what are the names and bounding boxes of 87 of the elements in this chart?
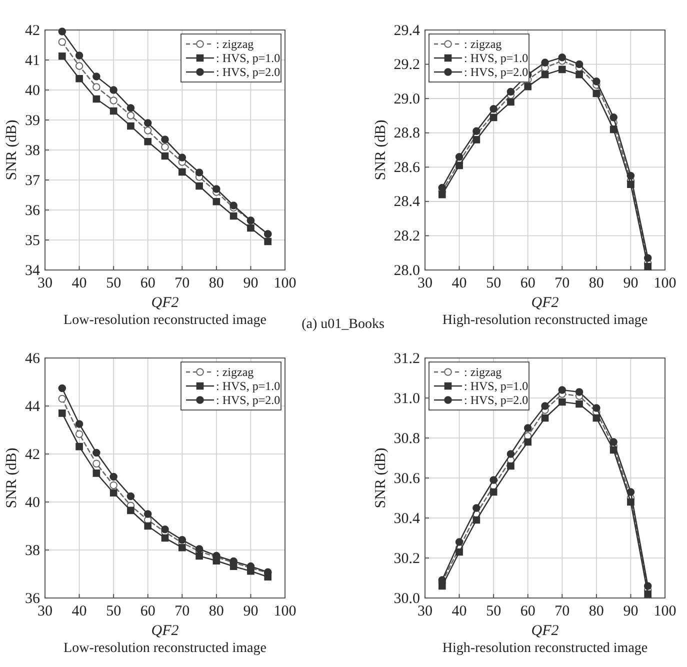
y-tick-label: 34 <box>25 262 40 279</box>
x-tick-label: 40 <box>72 276 87 292</box>
y-tick-label: 41 <box>25 52 40 69</box>
x-tick-label: 80 <box>588 276 604 292</box>
x-tick-label: 50 <box>486 604 502 620</box>
y-tick-label: 29.2 <box>394 57 420 74</box>
text: High-resolution reconstructed image <box>442 313 648 328</box>
y-tick-label: 37 <box>25 172 40 189</box>
y-tick-label: 30.6 <box>394 470 420 487</box>
y-tick-label: 36 <box>25 202 40 219</box>
legend-label: : HVS, p=1.0 <box>464 379 528 393</box>
x-tick-label: 100 <box>274 604 296 620</box>
x-tick-label: 30 <box>38 604 52 620</box>
x-axis-title: QF2 <box>531 295 560 311</box>
text: High-resolution reconstructed image <box>442 641 648 656</box>
y-tick-label: 42 <box>25 22 40 39</box>
x-tick-label: 90 <box>623 276 638 292</box>
y-tick-label: 29.4 <box>394 22 420 39</box>
x-tick-label: 60 <box>520 276 536 292</box>
y-tick-label: 28.0 <box>394 262 420 279</box>
legend-label: : HVS, p=1.0 <box>216 379 280 393</box>
legend-label: : HVS, p=2.0 <box>216 393 280 407</box>
legend-label: : HVS, p=2.0 <box>464 65 528 79</box>
legend-label: : zigzag <box>464 37 502 51</box>
x-tick-label: 50 <box>106 276 122 292</box>
x-tick-label: 70 <box>174 604 190 620</box>
y-axis-title: SNR (dB) <box>372 448 389 508</box>
y-tick-label: 38 <box>25 142 40 159</box>
y-tick-label: 28.2 <box>394 228 420 245</box>
y-tick-label: 28.8 <box>394 126 420 142</box>
y-tick-label: 30.4 <box>394 510 420 527</box>
y-tick-label: 29.0 <box>394 91 420 108</box>
text: Low-resolution reconstructed image <box>64 313 266 328</box>
x-axis-title: QF2 <box>531 623 560 639</box>
x-tick-label: 70 <box>554 604 570 620</box>
y-tick-label: 31.2 <box>394 350 420 367</box>
x-tick-label: 30 <box>418 276 432 292</box>
legend-label: : HVS, p=1.0 <box>216 51 280 65</box>
y-tick-label: 42 <box>25 446 40 463</box>
text: (a) u01_Books <box>302 317 384 332</box>
legend-label: : zigzag <box>216 37 254 51</box>
x-tick-label: 70 <box>554 276 570 292</box>
y-tick-label: 35 <box>25 232 40 249</box>
x-axis-title: QF2 <box>151 623 180 639</box>
y-tick-label: 30.0 <box>394 590 420 607</box>
x-tick-label: 80 <box>208 604 224 620</box>
y-tick-label: 40 <box>25 494 40 511</box>
y-axis-title: SNR (dB) <box>4 448 20 508</box>
y-axis-title: SNR (dB) <box>372 120 389 180</box>
legend-label: : HVS, p=2.0 <box>216 65 280 79</box>
x-tick-label: 40 <box>452 604 467 620</box>
legend-label: : zigzag <box>216 365 254 379</box>
x-tick-label: 100 <box>274 276 296 292</box>
x-tick-label: 40 <box>452 276 467 292</box>
y-tick-label: 30.8 <box>394 430 420 447</box>
y-tick-label: 40 <box>25 82 40 99</box>
text: Low-resolution reconstructed image <box>64 641 266 656</box>
x-tick-label: 50 <box>486 276 502 292</box>
legend-label: : HVS, p=1.0 <box>464 51 528 65</box>
x-tick-label: 90 <box>243 604 258 620</box>
x-tick-label: 100 <box>654 604 676 620</box>
y-tick-label: 28.4 <box>394 194 420 210</box>
x-tick-label: 80 <box>208 276 224 292</box>
y-axis-title: SNR (dB) <box>4 120 20 180</box>
legend-label: : zigzag <box>464 365 502 379</box>
y-tick-label: 38 <box>25 542 40 559</box>
y-tick-label: 36 <box>25 590 40 607</box>
x-tick-label: 90 <box>623 604 638 620</box>
x-tick-label: 70 <box>174 276 190 292</box>
x-axis-title: QF2 <box>151 295 180 311</box>
x-tick-label: 60 <box>520 604 536 620</box>
y-tick-label: 44 <box>25 398 40 415</box>
legend-label: : HVS, p=2.0 <box>464 393 528 407</box>
x-tick-label: 30 <box>418 604 432 620</box>
y-tick-label: 28.6 <box>394 160 420 176</box>
x-tick-label: 90 <box>243 276 258 292</box>
x-tick-label: 60 <box>140 276 156 292</box>
x-tick-label: 80 <box>588 604 604 620</box>
y-tick-label: 30.2 <box>394 550 420 567</box>
y-tick-label: 39 <box>25 112 40 129</box>
x-tick-label: 60 <box>140 604 156 620</box>
y-tick-label: 46 <box>25 350 40 367</box>
x-tick-label: 100 <box>654 276 676 292</box>
x-tick-label: 40 <box>72 604 87 620</box>
x-tick-label: 30 <box>38 276 52 292</box>
y-tick-label: 31.0 <box>394 390 420 407</box>
x-tick-label: 50 <box>106 604 122 620</box>
